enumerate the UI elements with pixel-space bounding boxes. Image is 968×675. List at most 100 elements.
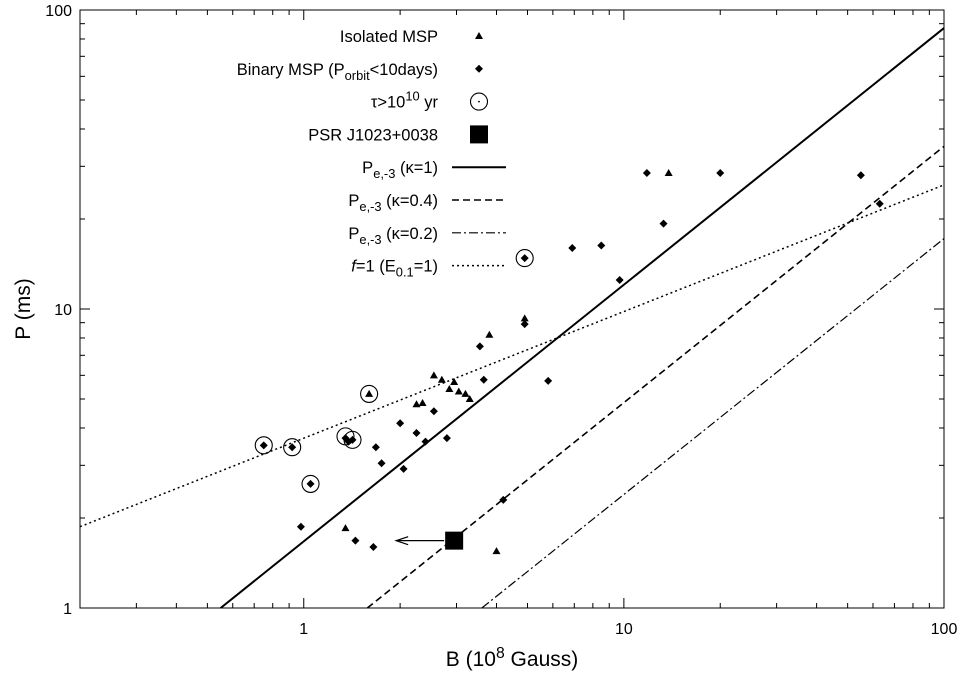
legend-7-part-0: f <box>351 258 358 276</box>
diamond-point <box>288 443 297 452</box>
legend-2-part-0: τ>10 <box>371 94 406 112</box>
x-axis-label-sup: 8 <box>496 645 505 662</box>
diamond-point <box>348 435 357 444</box>
legend-1-part-2: <10days) <box>370 61 438 79</box>
x-tick-label: 1 <box>299 621 308 638</box>
legend-5-part-0: P <box>348 192 359 210</box>
legend-6-part-0: P <box>348 225 359 243</box>
legend-5-part-2: (κ=0.4) <box>382 192 438 210</box>
x-axis-label-main: B (10 <box>446 648 496 671</box>
triangle-point <box>445 385 454 393</box>
legend-4-part-2: (κ=1) <box>395 159 438 177</box>
old-age-ring-point <box>254 436 273 455</box>
diamond-point <box>369 542 378 551</box>
diamond-point <box>568 243 577 252</box>
diamond-point <box>412 428 421 437</box>
legend-label-k1: Pe,-3 (κ=1) <box>362 159 438 181</box>
diamond-point <box>856 171 865 180</box>
diamond-point <box>615 276 624 285</box>
diamond-point <box>421 437 430 446</box>
axis-ticks: 1 10 100 1 10 100 <box>45 3 957 638</box>
diamond-point <box>306 479 315 488</box>
legend-label-bin: Binary MSP (Porbit<10days) <box>237 61 438 83</box>
axis-labels: B (108 Gauss) P (ms) <box>12 278 578 671</box>
triangle-point <box>465 395 474 403</box>
legend-marker-iso <box>475 32 483 39</box>
triangle-point <box>492 547 501 555</box>
diamond-point <box>520 320 529 329</box>
diamond-point <box>442 434 451 443</box>
diamond-point <box>659 219 668 228</box>
legend-label-psr: PSR J1023+0038 <box>308 126 438 144</box>
legend-7-part-3: =1) <box>414 258 438 276</box>
legend-marker-tau-dot <box>478 100 480 103</box>
old-age-ring-point <box>343 430 362 449</box>
legend-label-k04: Pe,-3 (κ=0.4) <box>348 192 438 214</box>
old-age-ring-point <box>283 438 302 457</box>
triangle-point <box>418 398 427 406</box>
diamond-point <box>475 342 484 351</box>
triangle-point <box>664 169 673 177</box>
y-tick-label: 10 <box>54 302 72 319</box>
x-axis-label-tail: Gauss) <box>505 648 579 671</box>
legend: Isolated MSP Binary MSP (Porbit<10days) τ>… <box>237 28 506 280</box>
legend-7-part-2: 0.1 <box>396 265 414 280</box>
triangle-point <box>520 314 529 322</box>
diamond-point <box>429 407 438 416</box>
legend-marker-tau <box>469 92 489 111</box>
triangle-point <box>412 400 421 408</box>
diamond-point <box>479 375 488 384</box>
diamond-point <box>399 464 408 473</box>
diamond-point <box>377 459 386 468</box>
legend-2-part-1: 10 <box>405 89 419 104</box>
model-line-dashdot <box>481 238 944 608</box>
diamond-point <box>351 536 360 545</box>
diamond-point <box>875 199 884 208</box>
diamond-point <box>716 169 725 178</box>
legend-6-part-1: e,-3 <box>359 232 381 247</box>
triangle-point <box>365 389 374 397</box>
diamond-point <box>544 376 553 385</box>
square-point <box>445 531 464 550</box>
model-line-solid <box>220 27 944 608</box>
x-tick-label: 100 <box>931 621 958 638</box>
diamond-point <box>296 522 305 531</box>
triangle-point <box>461 389 470 397</box>
triangle-point <box>341 524 350 532</box>
diamond-point <box>520 254 529 263</box>
legend-label-tau: τ>1010 yr <box>371 89 439 112</box>
legend-marker-bin <box>475 64 483 73</box>
legend-marker-psr <box>470 125 488 144</box>
legend-1-part-0: Binary MSP (P <box>237 61 345 79</box>
legend-1-part-1: orbit <box>345 68 370 83</box>
legend-6-part-2: (κ=0.2) <box>382 225 438 243</box>
triangle-point <box>429 371 438 379</box>
old-age-ring-point <box>515 249 534 268</box>
data-points <box>254 169 884 555</box>
old-age-ring-point <box>301 474 320 493</box>
diamond-point <box>499 495 508 504</box>
legend-3-part-0: PSR J1023+0038 <box>308 126 438 144</box>
diamond-point <box>396 419 405 428</box>
legend-label-f1: f=1 (E0.1=1) <box>351 258 438 280</box>
legend-label-k02: Pe,-3 (κ=0.2) <box>348 225 438 247</box>
model-line-dotted <box>80 184 944 528</box>
upper-limit-arrow-head <box>394 536 409 546</box>
x-axis-label: B (108 Gauss) <box>446 645 579 671</box>
legend-5-part-1: e,-3 <box>359 199 381 214</box>
x-tick-label: 10 <box>615 621 633 638</box>
model-lines <box>80 27 944 608</box>
diamond-point <box>259 441 268 450</box>
triangle-point <box>485 330 494 338</box>
plot-frame <box>79 9 945 609</box>
diamond-point <box>597 241 606 250</box>
diamond-point <box>642 169 651 178</box>
diamond-point <box>371 443 380 452</box>
triangle-point <box>450 377 459 385</box>
legend-7-part-1: =1 (E <box>356 258 396 276</box>
legend-marker-tau-ring <box>469 92 489 111</box>
legend-4-part-0: P <box>362 159 373 177</box>
triangle-point <box>454 387 463 395</box>
y-tick-label: 1 <box>63 601 72 618</box>
